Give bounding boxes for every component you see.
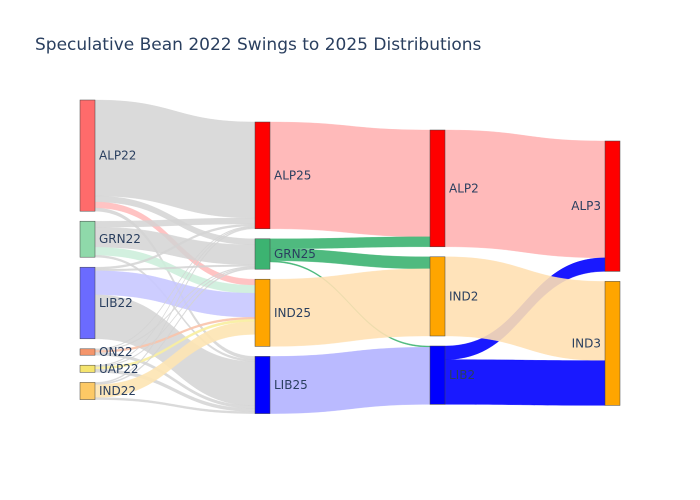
sankey-nodes (79, 99, 621, 414)
node-label-ind25: IND25 (274, 306, 311, 320)
node-label-alp25: ALP25 (274, 168, 311, 182)
node-label-grn25: GRN25 (274, 247, 316, 261)
sankey-links (94, 99, 606, 414)
chart-title: Speculative Bean 2022 Swings to 2025 Dis… (35, 35, 482, 55)
node-ind2[interactable] (429, 256, 446, 337)
node-label-alp3: ALP3 (571, 199, 601, 213)
node-ind22[interactable] (79, 382, 96, 400)
node-alp22[interactable] (79, 99, 96, 212)
node-label-ind3: IND3 (572, 336, 601, 350)
node-grn22[interactable] (79, 220, 96, 258)
node-on22[interactable] (79, 348, 96, 356)
node-ind3[interactable] (604, 281, 621, 406)
node-label-grn22: GRN22 (99, 232, 141, 246)
node-label-lib2: LIB2 (449, 368, 475, 382)
link-lib2-ind3[interactable] (444, 359, 606, 406)
sankey-labels: ALP22 GRN22 LIB22 ON22 UAP22 IND22 ALP25 GRN25 I… (99, 149, 601, 398)
node-ind25[interactable] (254, 278, 271, 347)
node-label-on22: ON22 (99, 345, 133, 359)
node-alp3[interactable] (604, 140, 621, 272)
node-label-lib25: LIB25 (274, 378, 308, 392)
node-label-uap22: UAP22 (99, 362, 139, 376)
node-grn25[interactable] (254, 238, 271, 270)
node-label-alp2: ALP2 (449, 181, 479, 195)
node-label-ind2: IND2 (449, 289, 478, 303)
node-lib22[interactable] (79, 266, 96, 340)
node-label-ind22: IND22 (99, 384, 136, 398)
node-alp25[interactable] (254, 121, 271, 230)
node-label-alp22: ALP22 (99, 149, 136, 163)
node-label-lib22: LIB22 (99, 296, 133, 310)
node-uap22[interactable] (79, 364, 96, 373)
node-lib2[interactable] (429, 345, 446, 405)
node-alp2[interactable] (429, 129, 446, 248)
node-lib25[interactable] (254, 356, 271, 414)
